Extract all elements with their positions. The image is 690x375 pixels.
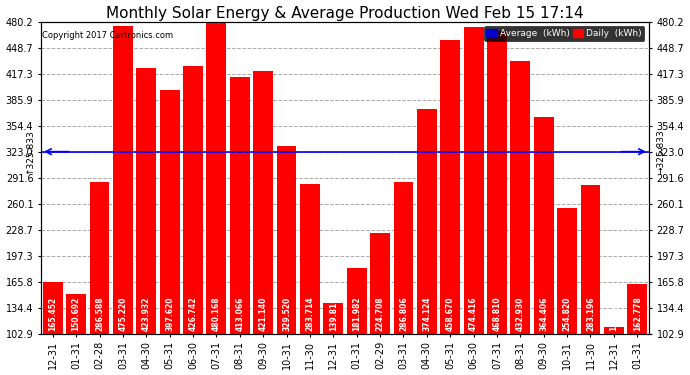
Text: 421.140: 421.140	[259, 297, 268, 331]
Text: 162.778: 162.778	[633, 296, 642, 331]
Text: 329.520: 329.520	[282, 297, 291, 331]
Bar	[253, 70, 273, 375]
Text: 432.930: 432.930	[516, 297, 525, 331]
Text: 181.982: 181.982	[352, 297, 361, 331]
Text: 283.714: 283.714	[306, 297, 315, 331]
Text: 475.220: 475.220	[119, 297, 128, 331]
Bar	[324, 303, 343, 375]
Text: 286.806: 286.806	[399, 297, 408, 331]
Bar	[300, 184, 320, 375]
Bar	[206, 22, 226, 375]
Bar	[464, 27, 484, 375]
Bar	[183, 66, 203, 375]
Bar	[159, 90, 179, 375]
Text: 423.932: 423.932	[141, 297, 151, 331]
Bar	[370, 233, 390, 375]
Bar	[627, 284, 647, 375]
Text: 283.196: 283.196	[586, 297, 595, 331]
Text: 286.588: 286.588	[95, 297, 104, 331]
Legend: Average  (kWh), Daily  (kWh): Average (kWh), Daily (kWh)	[484, 26, 644, 40]
Bar	[230, 77, 250, 375]
Text: 374.124: 374.124	[422, 297, 431, 331]
Text: 139.816: 139.816	[329, 297, 338, 331]
Bar	[440, 39, 460, 375]
Bar	[511, 61, 531, 375]
Bar	[417, 110, 437, 375]
Bar	[557, 208, 577, 375]
Text: 468.810: 468.810	[493, 297, 502, 331]
Text: 224.708: 224.708	[375, 297, 384, 331]
Text: 110.342: 110.342	[609, 297, 618, 331]
Text: 426.742: 426.742	[188, 297, 197, 331]
Text: 364.406: 364.406	[539, 297, 549, 331]
Text: 480.168: 480.168	[212, 297, 221, 331]
Bar	[604, 327, 624, 375]
Bar	[487, 31, 507, 375]
Bar	[347, 268, 366, 375]
Title: Monthly Solar Energy & Average Production Wed Feb 15 17:14: Monthly Solar Energy & Average Productio…	[106, 6, 584, 21]
Bar	[534, 117, 553, 375]
Text: 165.452: 165.452	[48, 297, 57, 331]
Text: 413.066: 413.066	[235, 297, 244, 331]
Bar	[580, 184, 600, 375]
Text: 150.692: 150.692	[72, 297, 81, 331]
Text: 254.820: 254.820	[562, 297, 571, 331]
Bar	[90, 182, 110, 375]
Bar	[113, 26, 133, 375]
Bar	[66, 294, 86, 375]
Text: →325.833: →325.833	[656, 129, 665, 174]
Text: ↑325.833: ↑325.833	[25, 129, 34, 174]
Bar	[277, 146, 297, 375]
Text: 397.620: 397.620	[165, 297, 174, 331]
Bar	[43, 282, 63, 375]
Text: Copyright 2017 Cartronics.com: Copyright 2017 Cartronics.com	[42, 31, 173, 40]
Text: 474.416: 474.416	[469, 297, 478, 331]
Text: 458.670: 458.670	[446, 297, 455, 331]
Bar	[393, 182, 413, 375]
Bar	[137, 68, 156, 375]
